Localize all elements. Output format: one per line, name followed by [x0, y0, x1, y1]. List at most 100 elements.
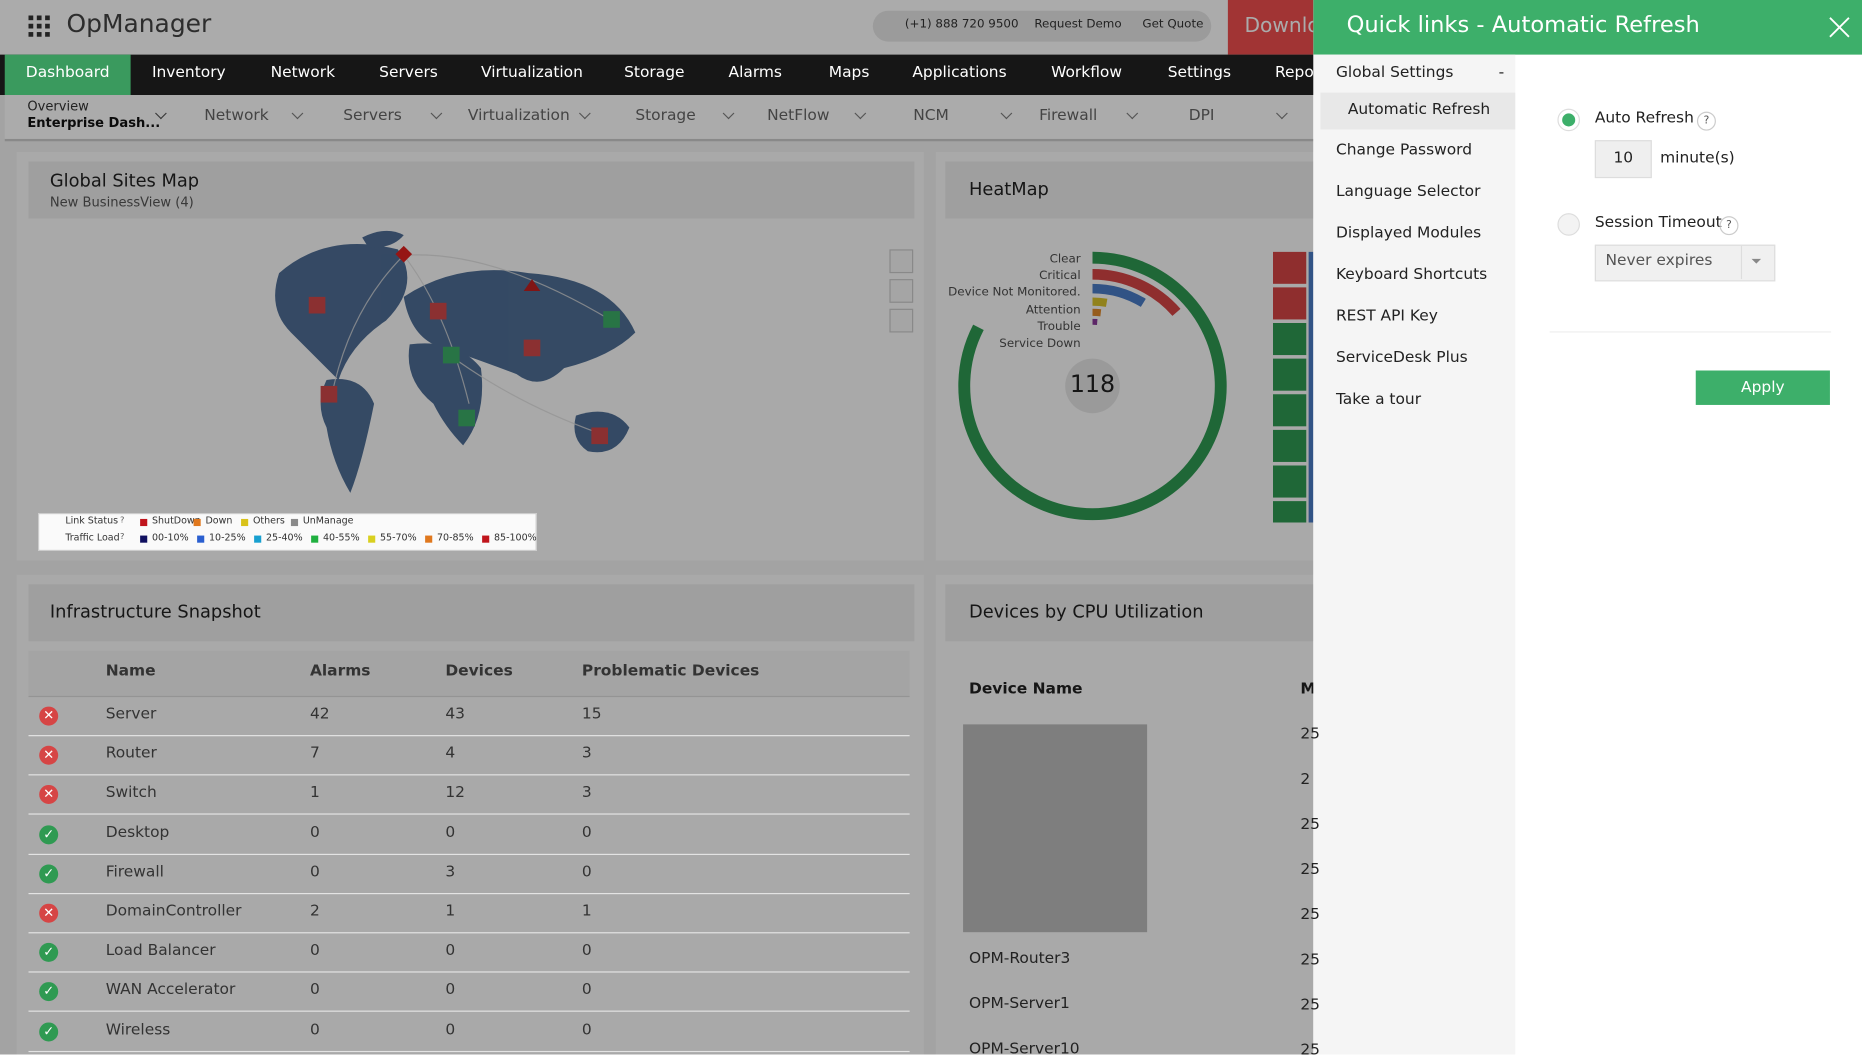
table-row	[28, 932, 910, 973]
group-toggle[interactable]: -	[1498, 64, 1505, 82]
table-cell: 0	[445, 981, 456, 1000]
total-count: 118	[1069, 369, 1116, 398]
menu-item[interactable]: Take a tour	[1335, 390, 1422, 409]
phone[interactable]: (+1) 888 720 9500	[904, 17, 1019, 31]
table-cell: 0	[445, 1020, 456, 1039]
legend-swatch	[425, 535, 433, 543]
session-timeout-label: Session Timeout	[1594, 213, 1722, 232]
menu-item[interactable]: Language Selector	[1335, 182, 1481, 201]
session-select[interactable]	[1594, 244, 1776, 282]
menu-item[interactable]: REST API Key	[1335, 307, 1438, 326]
sub-nav-item[interactable]: Storage	[635, 106, 696, 125]
help-icon[interactable]: ?	[1719, 216, 1739, 236]
table-cell: 0	[309, 981, 320, 1000]
legend-swatch	[482, 535, 490, 543]
legend-item: 55-70%	[380, 532, 417, 543]
status-icon: ✓	[39, 864, 59, 884]
apps-icon[interactable]	[28, 15, 50, 37]
nav-tab[interactable]: Network	[270, 64, 336, 82]
zoom-out[interactable]	[889, 279, 914, 303]
widget-title: HeatMap	[969, 178, 1049, 200]
menu-item[interactable]: ServiceDesk Plus	[1335, 349, 1468, 367]
nav-tab[interactable]: Storage	[624, 64, 685, 82]
legend-item: Others	[252, 515, 285, 527]
fullscreen[interactable]	[889, 308, 914, 333]
widget-header	[945, 161, 1326, 219]
status-icon: ✕	[39, 903, 59, 923]
dashboard-select[interactable]: Enterprise Dash...	[27, 115, 161, 131]
dropdown-arrow	[1751, 258, 1762, 264]
overview-label: Overview	[27, 98, 89, 114]
nav-tab[interactable]: Alarms	[728, 64, 782, 82]
table-header	[28, 650, 910, 698]
table-row	[28, 1011, 910, 1052]
legend-swatch	[290, 518, 299, 527]
request-demo[interactable]: Request Demo	[1034, 17, 1122, 31]
radio-checked[interactable]	[1557, 108, 1581, 132]
device-name[interactable]: OPM-Server10	[969, 1040, 1080, 1055]
widget-subtitle: New BusinessView (4)	[49, 194, 194, 211]
menu-item[interactable]: Change Password	[1335, 141, 1473, 160]
table-cell: 15	[581, 705, 602, 724]
sub-nav-item[interactable]: NCM	[913, 106, 949, 125]
sub-nav-item[interactable]: Firewall	[1039, 106, 1098, 125]
help-icon[interactable]: ?	[1696, 111, 1716, 131]
sub-nav-item[interactable]: Servers	[343, 106, 402, 125]
status-icon: ✕	[39, 785, 59, 805]
heatmap-grid[interactable]	[1273, 251, 1314, 523]
nav-tab[interactable]: Workflow	[1051, 64, 1123, 82]
placeholder	[963, 724, 1148, 933]
sub-nav-item[interactable]: DPI	[1188, 106, 1215, 125]
table-cell: 43	[445, 705, 465, 724]
legend-swatch	[311, 535, 319, 543]
download-button[interactable]: Downlo	[1227, 0, 1314, 55]
get-quote[interactable]: Get Quote	[1142, 17, 1204, 31]
nav-tab[interactable]: Virtualization	[481, 64, 583, 82]
status-donut[interactable]	[950, 243, 1235, 528]
legend-item: 00-10%	[152, 532, 189, 543]
cpu-value: 2	[1300, 770, 1311, 789]
sub-nav-item[interactable]: Network	[204, 106, 269, 125]
device-name[interactable]: OPM-Server1	[969, 995, 1070, 1013]
nav-tab[interactable]: Servers	[379, 64, 438, 82]
table-row	[28, 854, 910, 894]
menu-item-active[interactable]: Automatic Refresh	[1347, 100, 1491, 119]
nav-tab[interactable]: Settings	[1167, 64, 1232, 82]
nav-tab[interactable]: Inventory	[151, 64, 226, 82]
column-header: Alarms	[309, 662, 371, 681]
refresh-input[interactable]: 10	[1594, 140, 1652, 179]
table-cell: Switch	[105, 784, 157, 803]
app-name[interactable]: OpManager	[66, 9, 212, 39]
table-cell: Router	[105, 744, 157, 763]
table-row	[28, 972, 910, 1013]
nav-tab[interactable]: Repo	[1274, 64, 1314, 82]
legend-item: 25-40%	[266, 532, 303, 543]
device-name[interactable]: OPM-Router3	[969, 950, 1071, 968]
legend-item: 10-25%	[209, 532, 246, 543]
table-cell: Wireless	[105, 1020, 171, 1039]
close-button[interactable]	[1829, 17, 1850, 38]
widget-header	[945, 584, 1326, 642]
menu-item[interactable]: Displayed Modules	[1335, 224, 1482, 243]
nav-tab[interactable]: Dashboard	[25, 64, 110, 82]
table-cell: 0	[309, 941, 320, 960]
legend-swatch	[254, 535, 262, 543]
refresh-unit: minute(s)	[1660, 149, 1735, 168]
sub-nav-item[interactable]: NetFlow	[767, 106, 830, 125]
table-row	[28, 696, 910, 737]
apply-button[interactable]: Apply	[1695, 370, 1830, 405]
sub-nav-item[interactable]: Virtualization	[467, 106, 570, 125]
table-cell: 0	[445, 823, 456, 842]
menu-group[interactable]: Global Settings	[1335, 64, 1454, 82]
nav-tab[interactable]: Applications	[912, 64, 1007, 82]
table-cell: 7	[309, 744, 320, 763]
table-cell: 2	[309, 902, 320, 921]
world-map[interactable]	[255, 226, 665, 505]
nav-tab[interactable]: Maps	[828, 64, 870, 82]
menu-item[interactable]: Keyboard Shortcuts	[1335, 266, 1488, 284]
zoom-in[interactable]	[889, 249, 914, 274]
radio-unchecked[interactable]	[1557, 213, 1581, 237]
status-icon: ✓	[39, 824, 59, 844]
table-cell: 3	[445, 863, 456, 881]
